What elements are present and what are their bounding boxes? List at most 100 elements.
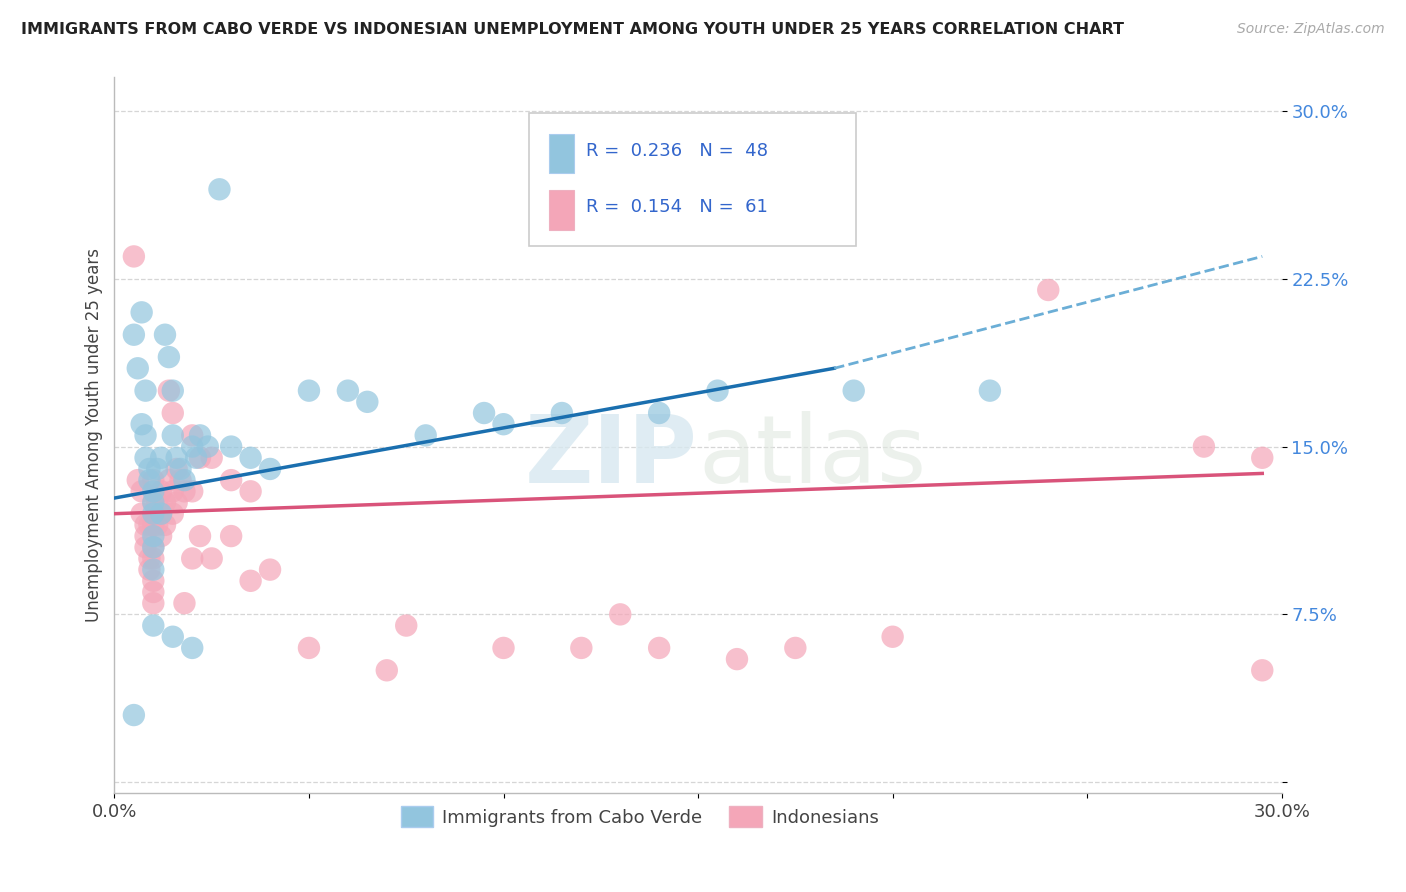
Point — [146, 495, 169, 509]
Point — [1038, 283, 1060, 297]
Point — [153, 327, 176, 342]
Point — [157, 384, 180, 398]
Text: R =  0.236   N =  48: R = 0.236 N = 48 — [586, 142, 768, 160]
Point — [157, 350, 180, 364]
Point — [131, 507, 153, 521]
Point — [201, 450, 224, 465]
Point — [162, 484, 184, 499]
Point — [142, 541, 165, 555]
Point — [122, 249, 145, 263]
Point — [219, 473, 242, 487]
Point — [122, 327, 145, 342]
Point — [142, 574, 165, 588]
Point — [138, 473, 160, 487]
Point — [336, 384, 359, 398]
Point — [188, 450, 211, 465]
Point — [122, 708, 145, 723]
Point — [648, 406, 671, 420]
Point — [142, 495, 165, 509]
Point — [882, 630, 904, 644]
Bar — [548, 190, 574, 229]
Point — [142, 529, 165, 543]
Point — [166, 495, 188, 509]
Point — [142, 563, 165, 577]
Point — [173, 484, 195, 499]
Point — [166, 462, 188, 476]
Point — [150, 529, 173, 543]
Point — [162, 428, 184, 442]
Point — [162, 507, 184, 521]
Point — [201, 551, 224, 566]
Point — [150, 507, 173, 521]
Point — [188, 529, 211, 543]
Point — [181, 440, 204, 454]
Point — [259, 563, 281, 577]
Point — [142, 618, 165, 632]
Point — [181, 428, 204, 442]
Point — [298, 640, 321, 655]
Point — [356, 394, 378, 409]
Point — [142, 473, 165, 487]
Point — [298, 384, 321, 398]
Point — [1251, 663, 1274, 677]
Point — [127, 473, 149, 487]
Point — [169, 473, 191, 487]
Point — [138, 551, 160, 566]
Point — [569, 640, 592, 655]
Text: IMMIGRANTS FROM CABO VERDE VS INDONESIAN UNEMPLOYMENT AMONG YOUTH UNDER 25 YEARS: IMMIGRANTS FROM CABO VERDE VS INDONESIAN… — [21, 22, 1123, 37]
Point — [725, 652, 748, 666]
Point — [142, 596, 165, 610]
Legend: Immigrants from Cabo Verde, Indonesians: Immigrants from Cabo Verde, Indonesians — [394, 799, 886, 834]
Point — [131, 417, 153, 432]
Point — [472, 406, 495, 420]
Point — [197, 440, 219, 454]
Point — [259, 462, 281, 476]
Point — [157, 473, 180, 487]
Point — [173, 473, 195, 487]
Point — [551, 406, 574, 420]
Point — [188, 428, 211, 442]
Point — [181, 640, 204, 655]
Point — [135, 428, 157, 442]
Point — [135, 450, 157, 465]
Point — [127, 361, 149, 376]
Point — [135, 541, 157, 555]
Point — [142, 495, 165, 509]
Point — [150, 507, 173, 521]
Point — [375, 663, 398, 677]
Point — [135, 384, 157, 398]
Point — [173, 596, 195, 610]
Text: Source: ZipAtlas.com: Source: ZipAtlas.com — [1237, 22, 1385, 37]
Point — [181, 484, 204, 499]
Point — [142, 551, 165, 566]
Point — [648, 640, 671, 655]
Point — [135, 517, 157, 532]
Point — [492, 417, 515, 432]
Point — [150, 450, 173, 465]
Point — [184, 450, 207, 465]
Point — [979, 384, 1001, 398]
Point — [153, 517, 176, 532]
Point — [395, 618, 418, 632]
Point — [142, 585, 165, 599]
Bar — [548, 134, 574, 173]
Point — [138, 462, 160, 476]
Point — [150, 484, 173, 499]
FancyBboxPatch shape — [529, 113, 856, 245]
Point — [785, 640, 807, 655]
Point — [166, 450, 188, 465]
Point — [142, 507, 165, 521]
Point — [1192, 440, 1215, 454]
Point — [239, 450, 262, 465]
Text: ZIP: ZIP — [526, 411, 697, 503]
Point — [239, 484, 262, 499]
Point — [142, 484, 165, 499]
Point — [162, 630, 184, 644]
Point — [415, 428, 437, 442]
Point — [181, 551, 204, 566]
Point — [142, 541, 165, 555]
Point — [492, 640, 515, 655]
Point — [146, 517, 169, 532]
Text: R =  0.154   N =  61: R = 0.154 N = 61 — [586, 198, 768, 216]
Point — [609, 607, 631, 622]
